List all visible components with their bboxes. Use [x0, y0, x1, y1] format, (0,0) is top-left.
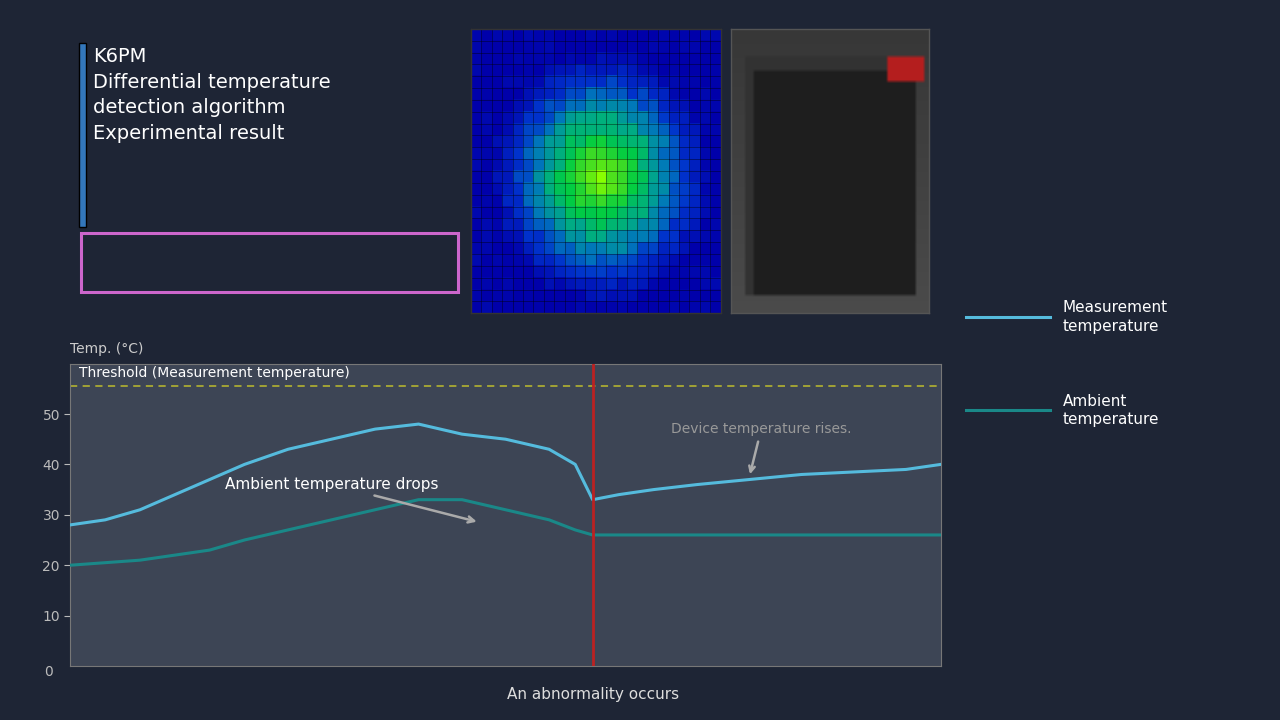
- Text: Without differential
temperature detection algorithm: Without differential temperature detecti…: [93, 245, 358, 279]
- Text: K6PM
Differential temperature
detection algorithm
Experimental result: K6PM Differential temperature detection …: [93, 47, 332, 143]
- Text: An abnormality occurs: An abnormality occurs: [507, 688, 678, 702]
- Text: 0: 0: [45, 665, 52, 679]
- Text: Ambient
temperature: Ambient temperature: [1062, 394, 1158, 427]
- Text: Measurement
temperature: Measurement temperature: [1062, 300, 1167, 333]
- Text: Ambient temperature drops: Ambient temperature drops: [225, 477, 474, 523]
- Text: Temp. (°C): Temp. (°C): [70, 343, 143, 356]
- Text: Threshold (Measurement temperature): Threshold (Measurement temperature): [79, 366, 349, 380]
- Text: Device temperature rises.: Device temperature rises.: [671, 422, 851, 472]
